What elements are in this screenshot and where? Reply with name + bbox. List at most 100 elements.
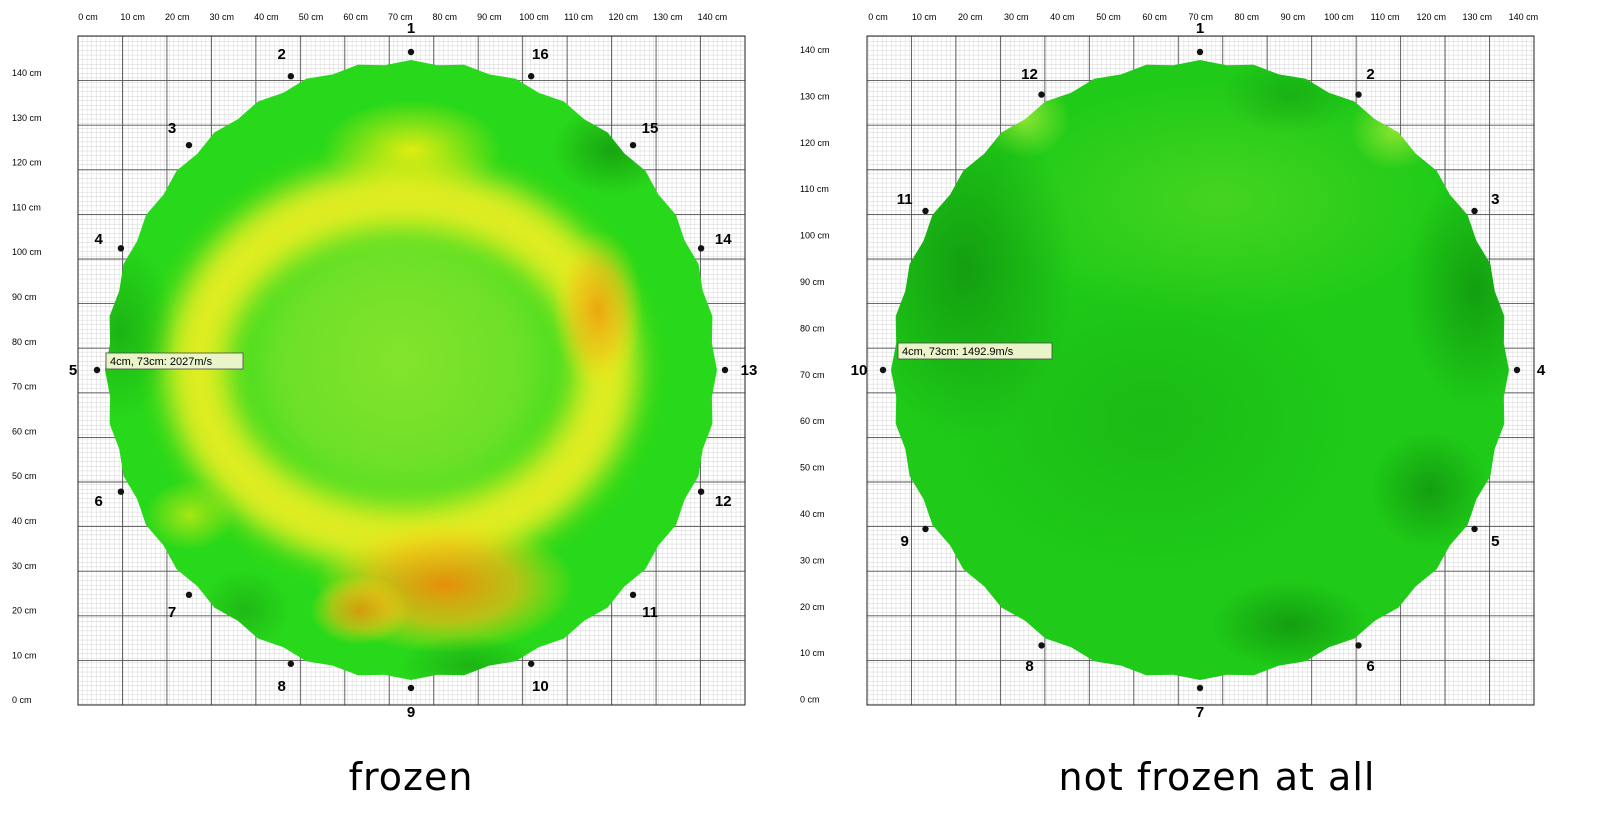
y-tick-label: 130 cm bbox=[800, 91, 830, 101]
sensor-label: 10 bbox=[851, 362, 868, 379]
y-tick-label: 50 cm bbox=[12, 471, 37, 481]
heatmap-area bbox=[105, 60, 717, 680]
sensor-label: 4 bbox=[1537, 362, 1546, 379]
y-tick-label: 50 cm bbox=[800, 463, 825, 473]
x-tick-labels: 0 cm 10 cm 20 cm 30 cm 40 cm 50 cm 60 cm 70 cm 8… bbox=[78, 12, 727, 22]
x-tick-label: 0 cm bbox=[868, 12, 888, 22]
y-tick-label: 40 cm bbox=[12, 516, 37, 526]
tooltip-box bbox=[105, 352, 244, 370]
sensor-dot bbox=[879, 366, 887, 374]
heat-inner-green bbox=[262, 245, 542, 485]
sensor-dot bbox=[1196, 48, 1204, 56]
y-tick-label: 0 cm bbox=[12, 695, 32, 705]
sensor-label: 12 bbox=[715, 493, 732, 510]
sensor-label: 4 bbox=[95, 231, 104, 248]
sensor-dot bbox=[287, 660, 295, 667]
sensor-dot bbox=[93, 366, 101, 374]
x-tick-label: 0 cm bbox=[78, 12, 98, 22]
y-tick-label: 110 cm bbox=[800, 184, 829, 194]
y-tick-labels: 140 cm 130 cm 120 cm 110 cm 100 cm 90 cm 80 cm… bbox=[800, 45, 830, 705]
y-tick-label: 60 cm bbox=[800, 416, 825, 426]
x-tick-label: 140 cm bbox=[698, 12, 728, 22]
sensor-label: 5 bbox=[69, 362, 77, 379]
heat-spot-top bbox=[322, 100, 502, 200]
x-tick-label: 110 cm bbox=[564, 12, 593, 22]
sensor-dot bbox=[407, 48, 415, 56]
sensor-dot bbox=[922, 207, 929, 215]
sensor-label: 10 bbox=[532, 678, 549, 695]
y-tick-label: 120 cm bbox=[12, 158, 42, 168]
heat-dark-center bbox=[940, 260, 1360, 580]
sensor-dot bbox=[1513, 366, 1521, 374]
x-tick-label: 30 cm bbox=[1004, 12, 1029, 22]
sensor-label: 3 bbox=[1491, 191, 1499, 208]
x-tick-label: 20 cm bbox=[958, 12, 983, 22]
sensor-label: 8 bbox=[1025, 658, 1033, 675]
y-tick-label: 0 cm bbox=[800, 695, 820, 705]
sensor-dot bbox=[1355, 642, 1362, 649]
sensor-label: 1 bbox=[1196, 20, 1204, 37]
sensor-label: 1 bbox=[407, 20, 415, 37]
y-tick-label: 10 cm bbox=[800, 648, 825, 658]
sensor-dot bbox=[185, 591, 193, 599]
x-tick-label: 70 cm bbox=[1188, 12, 1213, 22]
y-tick-label: 90 cm bbox=[12, 292, 37, 302]
sensor-dot bbox=[922, 525, 929, 533]
x-tick-labels: 0 cm 10 cm 20 cm 30 cm 40 cm 50 cm 60 cm 70 cm 8… bbox=[868, 12, 1538, 22]
heat-dark-se bbox=[1370, 430, 1490, 550]
sensor-dot bbox=[287, 73, 295, 80]
tooltip-text: 4cm, 73cm: 2027m/s bbox=[110, 356, 213, 368]
sensor-dot bbox=[117, 245, 125, 252]
sensor-label: 14 bbox=[715, 231, 732, 248]
x-tick-label: 100 cm bbox=[519, 12, 549, 22]
tooltip: 4cm, 73cm: 1492.9m/s bbox=[897, 342, 1053, 360]
sensor-label: 9 bbox=[901, 533, 909, 550]
sensor-dot bbox=[697, 245, 705, 252]
sensor-dot bbox=[527, 660, 535, 667]
sensor-label: 7 bbox=[1196, 704, 1204, 721]
heat-spot-bottom-left bbox=[310, 575, 410, 645]
heatmap-area bbox=[891, 60, 1509, 680]
x-tick-label: 40 cm bbox=[254, 12, 279, 22]
x-tick-label: 110 cm bbox=[1371, 12, 1400, 22]
y-tick-label: 30 cm bbox=[800, 555, 825, 565]
sensor-dot bbox=[1038, 91, 1045, 98]
x-tick-label: 80 cm bbox=[1235, 12, 1260, 22]
sensor-dot bbox=[407, 684, 415, 692]
heatmap-chart-not-frozen: 0 cm 10 cm 20 cm 30 cm 40 cm 50 cm 60 cm 70 cm 8… bbox=[800, 12, 1546, 799]
y-tick-labels: 140 cm 130 cm 120 cm 110 cm 100 cm 90 cm 80 cm… bbox=[12, 68, 42, 705]
sensor-label: 13 bbox=[741, 362, 758, 379]
x-tick-label: 30 cm bbox=[210, 12, 235, 22]
sensor-dot bbox=[721, 366, 729, 374]
sensor-dot bbox=[1038, 642, 1045, 649]
x-tick-label: 140 cm bbox=[1509, 12, 1539, 22]
x-tick-label: 130 cm bbox=[653, 12, 683, 22]
sensor-dot bbox=[1355, 91, 1362, 98]
y-tick-label: 40 cm bbox=[800, 509, 825, 519]
x-tick-label: 130 cm bbox=[1463, 12, 1493, 22]
sensor-label: 15 bbox=[642, 120, 659, 137]
x-tick-label: 70 cm bbox=[388, 12, 413, 22]
y-tick-label: 80 cm bbox=[800, 323, 825, 333]
tooltip-text: 4cm, 73cm: 1492.9m/s bbox=[902, 346, 1014, 358]
heat-dark-w bbox=[105, 240, 175, 420]
sensor-dot bbox=[629, 141, 637, 149]
sensor-label: 11 bbox=[642, 604, 658, 621]
sensor-dot bbox=[697, 488, 705, 495]
sensor-label: 2 bbox=[1366, 66, 1374, 83]
sensor-label: 6 bbox=[1366, 658, 1374, 675]
y-tick-label: 10 cm bbox=[12, 650, 37, 660]
x-tick-label: 120 cm bbox=[608, 12, 638, 22]
y-tick-label: 110 cm bbox=[12, 202, 41, 212]
chart-caption: frozen bbox=[349, 755, 474, 799]
sensor-dot bbox=[1471, 525, 1478, 533]
tooltip-box bbox=[897, 342, 1053, 360]
x-tick-label: 60 cm bbox=[1142, 12, 1167, 22]
y-tick-label: 80 cm bbox=[12, 337, 37, 347]
sensor-dot bbox=[1471, 207, 1478, 215]
y-tick-label: 70 cm bbox=[800, 370, 825, 380]
sensor-label: 11 bbox=[897, 191, 913, 208]
sensor-dot bbox=[185, 141, 193, 149]
